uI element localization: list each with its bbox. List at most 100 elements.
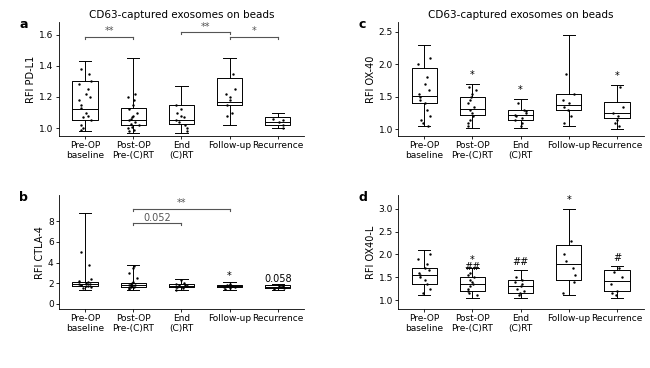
Point bbox=[181, 128, 192, 134]
Point bbox=[607, 290, 618, 296]
Point bbox=[85, 284, 96, 290]
Point bbox=[424, 286, 435, 291]
Y-axis label: RFI CTLA-4: RFI CTLA-4 bbox=[35, 226, 45, 279]
Point bbox=[75, 105, 86, 111]
Point bbox=[126, 280, 136, 286]
Text: a: a bbox=[19, 18, 28, 31]
Point bbox=[415, 97, 425, 103]
Point bbox=[618, 104, 628, 110]
Point bbox=[521, 110, 532, 116]
Point bbox=[421, 100, 431, 106]
Point bbox=[608, 110, 618, 116]
Point bbox=[174, 119, 184, 125]
Point bbox=[610, 120, 620, 126]
Point bbox=[225, 282, 235, 288]
Point bbox=[510, 117, 520, 123]
Point bbox=[425, 55, 436, 61]
Point bbox=[278, 122, 288, 128]
Point bbox=[125, 116, 136, 122]
Point bbox=[229, 284, 240, 290]
Point bbox=[170, 102, 181, 108]
Point bbox=[463, 288, 474, 294]
Text: b: b bbox=[19, 191, 28, 204]
Point bbox=[274, 119, 284, 125]
Point bbox=[512, 274, 522, 280]
Point bbox=[124, 282, 134, 288]
Y-axis label: RFI OX-40: RFI OX-40 bbox=[366, 55, 376, 103]
Text: c: c bbox=[358, 18, 366, 31]
Point bbox=[558, 97, 568, 103]
Point bbox=[77, 114, 88, 120]
Point bbox=[466, 279, 476, 285]
Text: *: * bbox=[252, 26, 256, 36]
Point bbox=[422, 107, 432, 113]
Text: 0.058: 0.058 bbox=[264, 273, 292, 283]
Point bbox=[128, 284, 138, 290]
Point bbox=[128, 102, 138, 108]
Point bbox=[129, 91, 140, 97]
Point bbox=[463, 100, 473, 106]
Text: *: * bbox=[566, 195, 571, 205]
Point bbox=[84, 262, 94, 268]
Point bbox=[127, 283, 138, 289]
Point bbox=[125, 121, 136, 127]
Text: ##: ## bbox=[464, 262, 480, 272]
Point bbox=[423, 123, 434, 129]
Point bbox=[567, 265, 578, 271]
Point bbox=[471, 88, 481, 93]
Point bbox=[278, 284, 289, 290]
Y-axis label: RFI PD-L1: RFI PD-L1 bbox=[27, 56, 36, 103]
Point bbox=[171, 284, 181, 290]
Point bbox=[606, 281, 616, 287]
Point bbox=[465, 277, 475, 283]
Point bbox=[417, 120, 428, 126]
Point bbox=[614, 123, 624, 129]
Point bbox=[84, 94, 95, 100]
Point bbox=[81, 283, 92, 289]
Point bbox=[278, 286, 289, 291]
Point bbox=[517, 115, 527, 121]
Point bbox=[76, 127, 86, 133]
Point bbox=[129, 282, 140, 288]
Point bbox=[465, 107, 475, 113]
Point bbox=[558, 251, 569, 257]
Point bbox=[125, 283, 136, 289]
Point bbox=[78, 125, 88, 131]
Point bbox=[465, 97, 475, 103]
Point bbox=[559, 104, 569, 110]
Point bbox=[609, 269, 619, 275]
Text: **: ** bbox=[177, 198, 186, 208]
Point bbox=[463, 290, 474, 296]
Point bbox=[413, 61, 423, 67]
Point bbox=[569, 272, 580, 278]
Point bbox=[129, 119, 140, 125]
Point bbox=[180, 282, 190, 288]
Point bbox=[75, 282, 86, 288]
Point bbox=[466, 110, 476, 116]
Point bbox=[86, 276, 96, 282]
Point bbox=[274, 283, 284, 289]
Point bbox=[124, 270, 135, 276]
Point bbox=[124, 128, 135, 134]
Point bbox=[278, 125, 289, 131]
Text: ##: ## bbox=[512, 257, 528, 267]
Point bbox=[220, 287, 230, 293]
Point bbox=[131, 275, 142, 281]
Point bbox=[415, 117, 426, 123]
Point bbox=[222, 283, 232, 289]
Text: *: * bbox=[470, 70, 474, 80]
Point bbox=[124, 117, 134, 123]
Point bbox=[218, 284, 229, 290]
Point bbox=[617, 274, 627, 280]
Point bbox=[78, 286, 88, 291]
Point bbox=[415, 94, 425, 100]
Point bbox=[225, 281, 235, 287]
Point bbox=[268, 287, 279, 293]
Point bbox=[415, 272, 425, 278]
Point bbox=[84, 281, 95, 287]
Point bbox=[134, 122, 144, 128]
Point bbox=[425, 251, 436, 257]
Point bbox=[85, 117, 96, 123]
Point bbox=[230, 86, 240, 92]
Point bbox=[517, 120, 527, 126]
